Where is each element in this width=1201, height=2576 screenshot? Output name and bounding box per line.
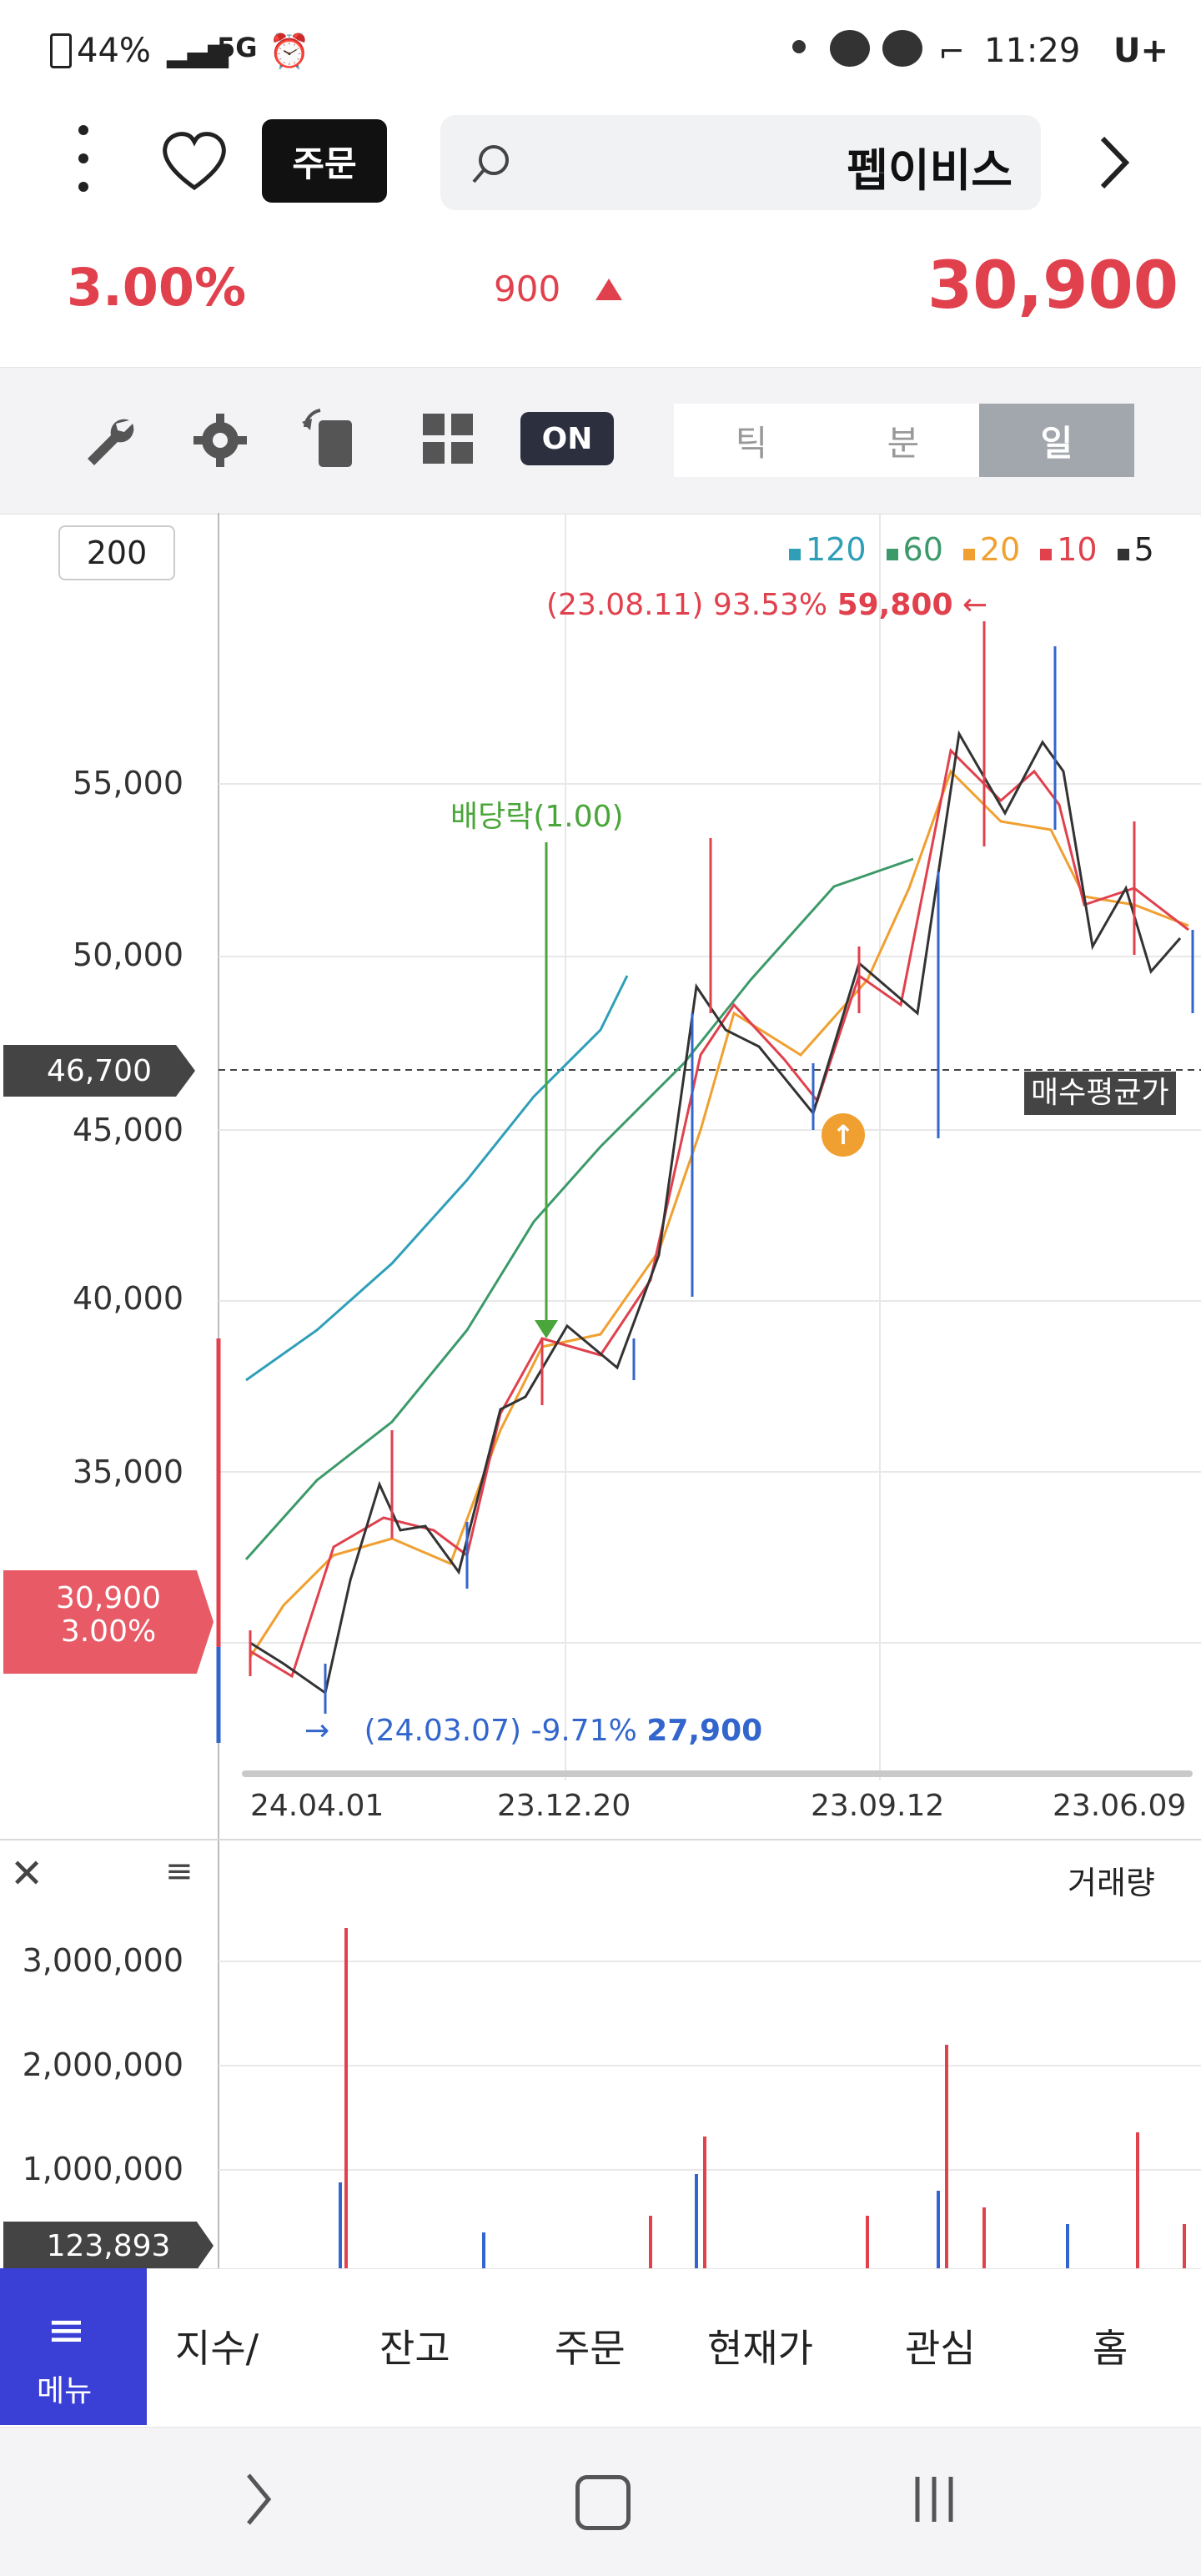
menu-icon: ≡ (47, 2303, 86, 2358)
hamburger-icon[interactable]: ≡ (165, 1852, 193, 1891)
right-arrow-icon: → (304, 1714, 330, 1748)
legend-ma10: 10 (1035, 531, 1098, 568)
high-marker-info: (23.08.11) 93.53% (546, 588, 828, 622)
stock-name: 펩이비스 (847, 144, 1013, 197)
nfc-icon: ⌐ (938, 33, 965, 70)
nav-index[interactable]: 지수/ (175, 2326, 259, 2371)
tab-tick[interactable]: 틱 (674, 404, 829, 477)
recents-icon[interactable] (909, 2473, 959, 2525)
avg-price-tag: 46,700 (3, 1045, 195, 1097)
dividend-label: 배당락(1.00) (450, 800, 624, 834)
nav-current-price[interactable]: 현재가 (707, 2326, 813, 2371)
nav-order[interactable]: 주문 (555, 2326, 626, 2371)
avg-price-value: 46,700 (47, 1053, 152, 1088)
chat-icon (830, 30, 870, 67)
tab-minute[interactable]: 분 (826, 404, 981, 477)
x-tick: 23.12.20 (497, 1789, 631, 1823)
y-tick: 50,000 (73, 936, 183, 973)
chevron-right-icon[interactable] (1093, 133, 1134, 192)
legend-ma60: 60 (882, 531, 943, 568)
avg-price-label: 매수평균가 (1024, 1072, 1176, 1115)
menu-button[interactable]: ≡ 메뉴 (0, 2268, 147, 2425)
home-icon[interactable] (575, 2475, 631, 2530)
current-tag-price: 30,900 (56, 1581, 161, 1615)
change-percent: 3.00% (67, 257, 247, 318)
x-tick: 23.06.09 (1053, 1789, 1187, 1823)
change-amount: 900 (494, 269, 561, 309)
volume-chart[interactable]: ✕ ≡ 거래량 3,000,000 2,000,000 1,000,000 12… (0, 1839, 1201, 2274)
y-tick: 40,000 (73, 1280, 183, 1317)
bottom-nav (0, 2268, 1201, 2428)
vol-y-tick: 2,000,000 (22, 2046, 183, 2083)
current-tag-pct: 3.00% (60, 1614, 157, 1649)
legend-ma5: 5 (1113, 531, 1154, 568)
menu-label: 메뉴 (37, 2374, 93, 2408)
close-icon[interactable]: ✕ (10, 1850, 44, 1897)
tab-day[interactable]: 일 (979, 404, 1134, 477)
legend-ma120: 120 (784, 531, 867, 568)
low-marker: → (24.03.07) -9.71% 27,900 (304, 1714, 762, 1748)
grid-layout-icon[interactable] (421, 412, 475, 465)
rotate-screen-icon[interactable] (300, 405, 360, 472)
carrier: U+ (1113, 32, 1168, 70)
volume-current-tag: 123,893 (3, 2222, 214, 2270)
high-marker: (23.08.11) 93.53% 59,800 ← (546, 588, 987, 622)
vol-y-tick: 1,000,000 (22, 2151, 183, 2187)
wrench-icon[interactable] (79, 410, 139, 470)
volume-canvas (218, 1840, 1201, 2274)
dot-icon (792, 40, 806, 53)
up-triangle-icon (595, 279, 622, 300)
status-bar: 44% ▂▄▆ 5G ⏰ ⌐ 11:29 U+ (0, 0, 1201, 100)
heart-icon[interactable] (160, 129, 229, 193)
chart-canvas (216, 513, 1201, 1839)
current-price-tag: 30,900 3.00% (3, 1570, 214, 1674)
system-nav-bar (0, 2427, 1201, 2576)
low-marker-info: (24.03.07) -9.71% (364, 1714, 637, 1748)
volume-current-value: 123,893 (46, 2228, 171, 2263)
network-badge: 5G (217, 32, 258, 63)
x-tick: 24.04.01 (250, 1789, 384, 1823)
on-toggle[interactable]: ON (520, 412, 614, 465)
y-tick: 35,000 (73, 1454, 183, 1490)
talk-icon (882, 30, 922, 67)
y-tick: 45,000 (73, 1112, 183, 1148)
legend-ma20: 20 (958, 531, 1020, 568)
battery-icon (50, 33, 72, 68)
vol-y-tick: 3,000,000 (22, 1942, 183, 1979)
y-tick: 55,000 (73, 765, 183, 801)
ma-legend: 5 10 20 60 120 (784, 531, 1154, 568)
low-marker-value: 27,900 (646, 1714, 763, 1748)
current-price: 30,900 (927, 249, 1178, 324)
left-arrow-icon: ← (962, 588, 988, 622)
period-input[interactable]: 200 (58, 525, 175, 580)
more-icon[interactable] (67, 125, 100, 192)
nav-balance[interactable]: 잔고 (379, 2326, 450, 2371)
alarm-icon: ⏰ (269, 33, 310, 71)
price-row: 3.00% 900 30,900 (0, 233, 1201, 359)
x-tick: 23.09.12 (811, 1789, 945, 1823)
gear-icon[interactable] (190, 410, 250, 470)
high-marker-value: 59,800 (837, 588, 953, 622)
search-icon (472, 145, 509, 183)
order-button[interactable]: 주문 (262, 119, 387, 203)
volume-title: 거래량 (1068, 1865, 1155, 1901)
search-box[interactable]: 펩이비스 (440, 115, 1041, 210)
back-icon[interactable] (242, 2470, 275, 2528)
clock: 11:29 (984, 32, 1081, 70)
nav-home[interactable]: 홈 (1093, 2326, 1128, 2371)
nav-watchlist[interactable]: 관심 (905, 2326, 976, 2371)
price-chart[interactable]: 200 5 10 20 60 120 (23.08.11) 93.53% 59,… (0, 513, 1201, 1839)
signal-icon: ▂▄▆ (167, 37, 229, 68)
battery-level: 44% (77, 32, 151, 70)
buy-marker-icon[interactable]: ↑ (822, 1113, 865, 1157)
